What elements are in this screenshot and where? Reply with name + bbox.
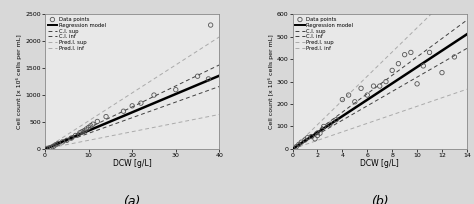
Point	[438, 71, 446, 74]
Point	[50, 145, 57, 148]
Legend: Data points, Regression model, C.I. sup, C.I. inf, Pred.I. sup, Pred.I. inf: Data points, Regression model, C.I. sup,…	[46, 16, 107, 52]
Point	[194, 75, 201, 78]
Point	[72, 134, 79, 137]
Point	[338, 98, 346, 101]
Point	[407, 51, 415, 54]
Text: (a): (a)	[124, 195, 141, 204]
Text: (b): (b)	[371, 195, 389, 204]
Point	[59, 140, 66, 144]
Y-axis label: Cell count [x 10⁶ cells per mL]: Cell count [x 10⁶ cells per mL]	[17, 34, 22, 129]
Point	[395, 62, 402, 65]
Point	[48, 146, 55, 149]
X-axis label: DCW [g/L]: DCW [g/L]	[360, 160, 399, 169]
Point	[311, 137, 319, 140]
Point	[326, 123, 334, 126]
Legend: Data points, Regression model, C.I. sup, C.I. inf, Pred.I. sup, Pred.I. inf: Data points, Regression model, C.I. sup,…	[294, 16, 355, 52]
Point	[419, 64, 427, 68]
Point	[292, 145, 300, 148]
Point	[388, 69, 396, 72]
Point	[345, 93, 352, 97]
Point	[150, 93, 158, 97]
Point	[376, 84, 383, 88]
Point	[351, 100, 359, 103]
Point	[320, 125, 328, 128]
Point	[301, 138, 309, 142]
Point	[46, 146, 53, 150]
Point	[304, 136, 311, 139]
Point	[78, 130, 86, 133]
Point	[87, 124, 95, 127]
Point	[314, 134, 321, 137]
Point	[63, 139, 71, 142]
Point	[85, 126, 92, 129]
Point	[308, 135, 315, 138]
Point	[401, 53, 409, 56]
Point	[382, 80, 390, 83]
Point	[370, 84, 377, 88]
Point	[172, 88, 180, 91]
Point	[364, 93, 371, 97]
Point	[89, 123, 97, 126]
Point	[413, 82, 421, 85]
Point	[207, 23, 214, 27]
Point	[82, 127, 90, 131]
Point	[102, 115, 110, 118]
Point	[81, 129, 88, 132]
Point	[119, 110, 127, 113]
Point	[55, 142, 62, 145]
Y-axis label: Cell count [x 10⁶ cells per mL]: Cell count [x 10⁶ cells per mL]	[268, 34, 274, 129]
Point	[316, 132, 324, 135]
Point	[76, 131, 84, 134]
Point	[44, 147, 51, 150]
Point	[205, 77, 212, 81]
Point	[137, 102, 145, 105]
X-axis label: DCW [g/L]: DCW [g/L]	[113, 160, 152, 169]
Point	[298, 141, 305, 144]
Point	[52, 143, 60, 146]
Point	[426, 51, 433, 54]
Point	[67, 136, 75, 140]
Point	[93, 120, 101, 123]
Point	[357, 87, 365, 90]
Point	[332, 118, 340, 121]
Point	[295, 143, 302, 146]
Point	[128, 104, 136, 108]
Point	[451, 55, 458, 59]
